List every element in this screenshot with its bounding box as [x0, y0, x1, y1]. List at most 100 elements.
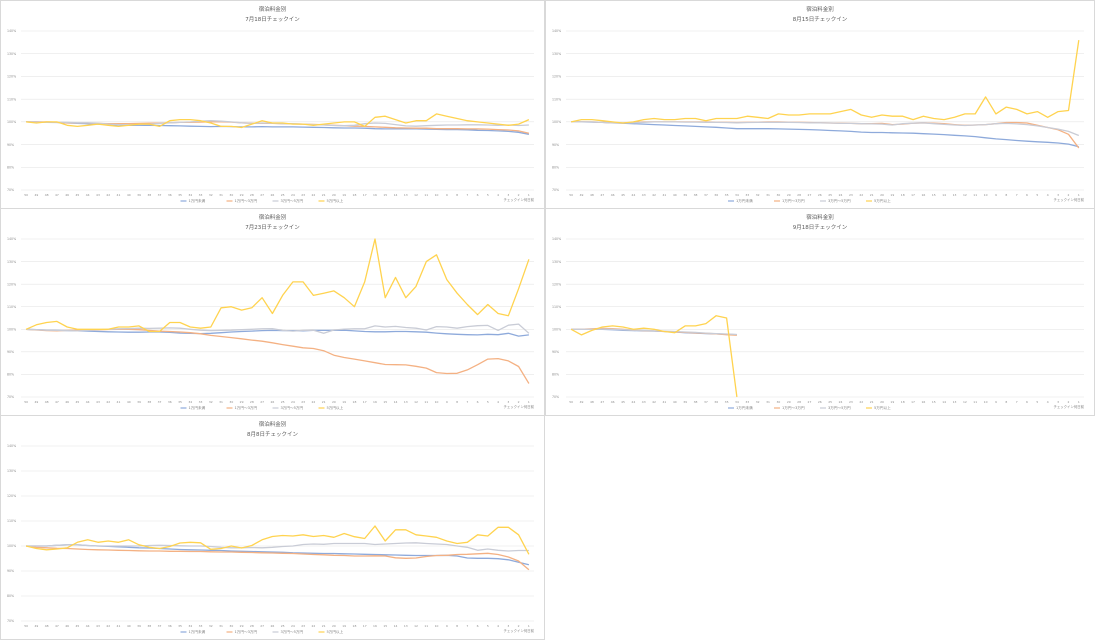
x-tick-label: 38	[147, 400, 151, 404]
x-tick-label: 17	[363, 193, 367, 197]
legend-label: 3万円～5万円	[281, 199, 304, 203]
x-tick-label: 8	[1005, 193, 1007, 197]
x-tick-label: 41	[117, 624, 121, 628]
y-tick-label: 80%	[7, 594, 14, 598]
x-tick-label: 34	[735, 193, 739, 197]
x-tick-label: 25	[828, 193, 832, 197]
series-line-1	[26, 328, 529, 337]
x-tick-label: 1	[1078, 400, 1080, 404]
y-tick-label: 130%	[552, 52, 561, 56]
chart-title: 宿泊料金別	[259, 5, 287, 13]
x-tick-label: 14	[394, 193, 398, 197]
x-tick-label: 5	[487, 624, 489, 628]
x-tick-label: 6	[477, 400, 479, 404]
x-tick-label: 42	[106, 400, 110, 404]
x-tick-label: 10	[435, 400, 439, 404]
y-tick-label: 80%	[552, 373, 559, 377]
y-tick-label: 70%	[552, 395, 559, 399]
x-tick-label: 37	[158, 624, 162, 628]
line-chart: 宿泊料金別 7月18日チェックイン 140% 130% 120% 110% 100% 90% 8…	[7, 5, 535, 203]
x-tick-label: 2	[518, 193, 520, 197]
x-tick-label: 12	[414, 193, 418, 197]
x-tick-label: 16	[922, 400, 926, 404]
x-tick-label: 47	[55, 624, 59, 628]
series-line-3	[26, 542, 529, 552]
x-tick-label: 4	[497, 193, 499, 197]
x-tick-label: 37	[158, 193, 162, 197]
legend-label: 5万円以上	[874, 405, 891, 410]
x-tick-label: 27	[260, 624, 264, 628]
legend: 1万円未満 1万円～3万円 3万円～5万円 5万円以上	[180, 629, 344, 634]
x-tick-label: 31	[766, 193, 770, 197]
x-tick-label: 21	[322, 193, 326, 197]
x-tick-label: 36	[168, 400, 172, 404]
x-tick-label: 24	[291, 400, 295, 404]
x-tick-label: 19	[342, 624, 346, 628]
chart-subtitle: 7月18日チェックイン	[245, 16, 300, 23]
x-tick-label: 3	[1057, 193, 1059, 197]
x-tick-label: 8	[456, 624, 458, 628]
x-tick-label: 35	[725, 400, 729, 404]
x-tick-label: 47	[600, 193, 604, 197]
y-tick-label: 110%	[552, 305, 561, 309]
x-tick-label: 9	[446, 624, 448, 628]
series-line-4	[571, 40, 1080, 124]
y-tick-label: 130%	[7, 52, 16, 56]
chart-title: 宿泊料金別	[259, 420, 287, 428]
series-line-3	[571, 328, 737, 336]
y-tick-label: 80%	[552, 165, 559, 169]
chart-panel-jul23: 宿泊料金別 7月23日チェックイン 140% 130% 120% 110% 100% 90% 8…	[0, 208, 545, 416]
x-tick-label: 2	[1067, 193, 1069, 197]
x-tick-label: 30	[776, 193, 780, 197]
x-tick-label: 27	[260, 193, 264, 197]
y-tick-label: 110%	[7, 305, 16, 309]
x-tick-label: 5	[487, 193, 489, 197]
y-tick-label: 70%	[7, 188, 14, 192]
x-tick-label: 14	[942, 193, 946, 197]
x-tick-label: 26	[818, 193, 822, 197]
x-tick-label: 26	[270, 193, 274, 197]
x-tick-label: 36	[714, 193, 718, 197]
x-axis-label: チェックイン何日前	[503, 404, 534, 409]
chart-subtitle: 8月15日チェックイン	[793, 16, 848, 23]
x-tick-label: 32	[209, 624, 213, 628]
x-tick-label: 8	[456, 400, 458, 404]
x-tick-label: 32	[209, 193, 213, 197]
x-tick-label: 18	[901, 193, 905, 197]
x-tick-label: 44	[86, 624, 90, 628]
x-tick-label: 48	[590, 193, 594, 197]
x-tick-label: 13	[404, 193, 408, 197]
x-tick-label: 47	[55, 400, 59, 404]
line-chart: 宿泊料金別 8月8日チェックイン 140% 130% 120% 110% 100% 90% 80…	[7, 420, 535, 634]
x-tick-label: 15	[932, 400, 936, 404]
legend: 1万円未満 1万円～3万円 3万円～5万円 5万円以上	[180, 198, 344, 203]
x-tick-label: 41	[117, 193, 121, 197]
x-tick-label: 14	[394, 624, 398, 628]
x-tick-label: 25	[281, 624, 285, 628]
x-tick-label: 47	[600, 400, 604, 404]
x-tick-label: 28	[250, 400, 254, 404]
x-tick-label: 4	[497, 624, 499, 628]
x-tick-label: 4	[497, 400, 499, 404]
y-tick-label: 100%	[7, 327, 16, 331]
x-tick-label: 50	[24, 624, 28, 628]
x-tick-label: 37	[704, 193, 708, 197]
x-tick-label: 5	[1036, 193, 1038, 197]
x-tick-label: 50	[569, 193, 573, 197]
x-tick-label: 10	[984, 400, 988, 404]
x-tick-label: 39	[683, 193, 687, 197]
legend: 1万円未満 1万円～3万円 3万円～5万円 5万円以上	[180, 405, 344, 410]
legend-label: 1万円～3万円	[235, 630, 258, 634]
legend-label: 1万円～3万円	[235, 406, 258, 410]
x-tick-label: 20	[880, 193, 884, 197]
x-tick-label: 9	[446, 400, 448, 404]
x-tick-label: 47	[55, 193, 59, 197]
legend-label: 3万円～5万円	[281, 630, 304, 634]
x-tick-label: 20	[332, 624, 336, 628]
x-tick-label: 7	[1016, 400, 1018, 404]
y-tick-label: 120%	[7, 75, 16, 79]
y-tick-label: 80%	[7, 165, 14, 169]
x-tick-label: 24	[291, 624, 295, 628]
x-tick-label: 23	[849, 193, 853, 197]
x-tick-label: 25	[828, 400, 832, 404]
